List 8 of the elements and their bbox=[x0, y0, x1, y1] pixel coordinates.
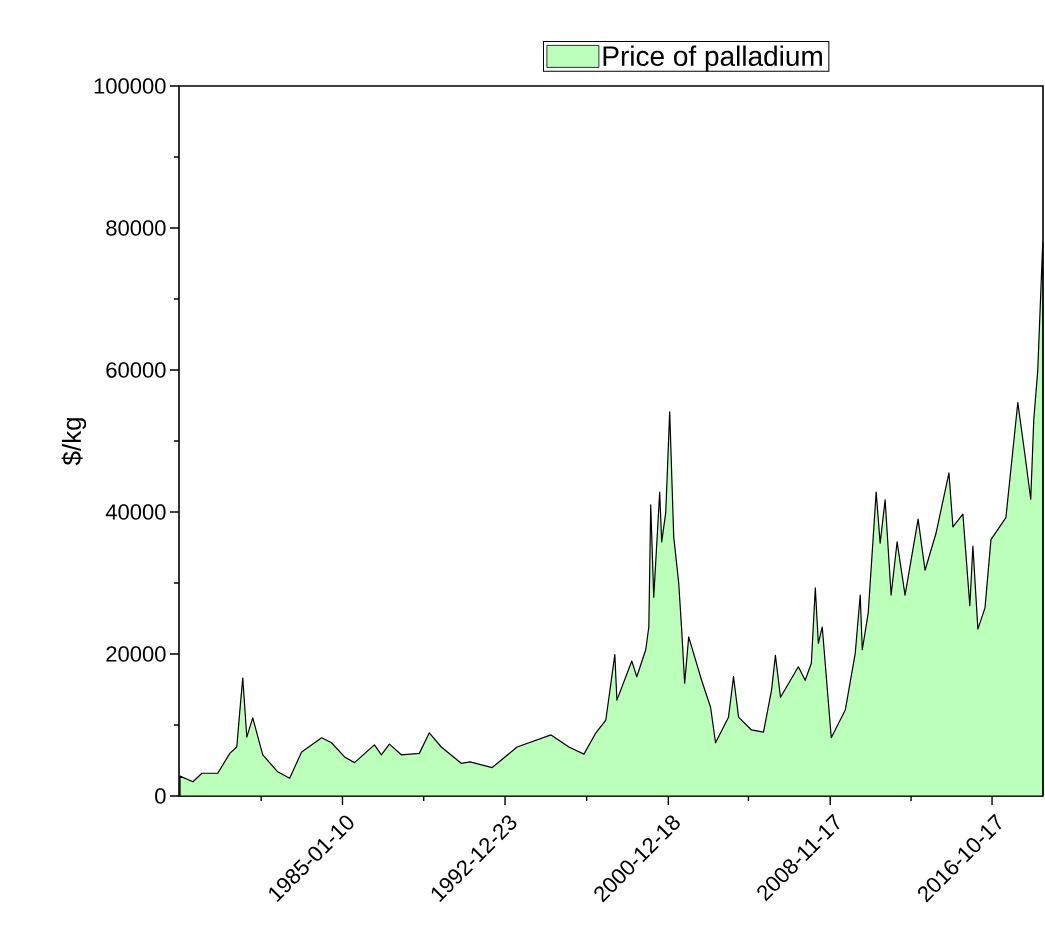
y-tick-label: 0 bbox=[155, 788, 166, 804]
y-tick-label: 100000 bbox=[94, 78, 166, 94]
y-tick-label: 80000 bbox=[106, 220, 166, 236]
y-tick-label: 40000 bbox=[105, 504, 166, 520]
legend-label: Price of palladium bbox=[603, 45, 822, 72]
y-tick-label: 60000 bbox=[106, 362, 166, 378]
y-tick-label: 20000 bbox=[106, 646, 166, 662]
y-axis-title: $/kg bbox=[61, 418, 87, 466]
